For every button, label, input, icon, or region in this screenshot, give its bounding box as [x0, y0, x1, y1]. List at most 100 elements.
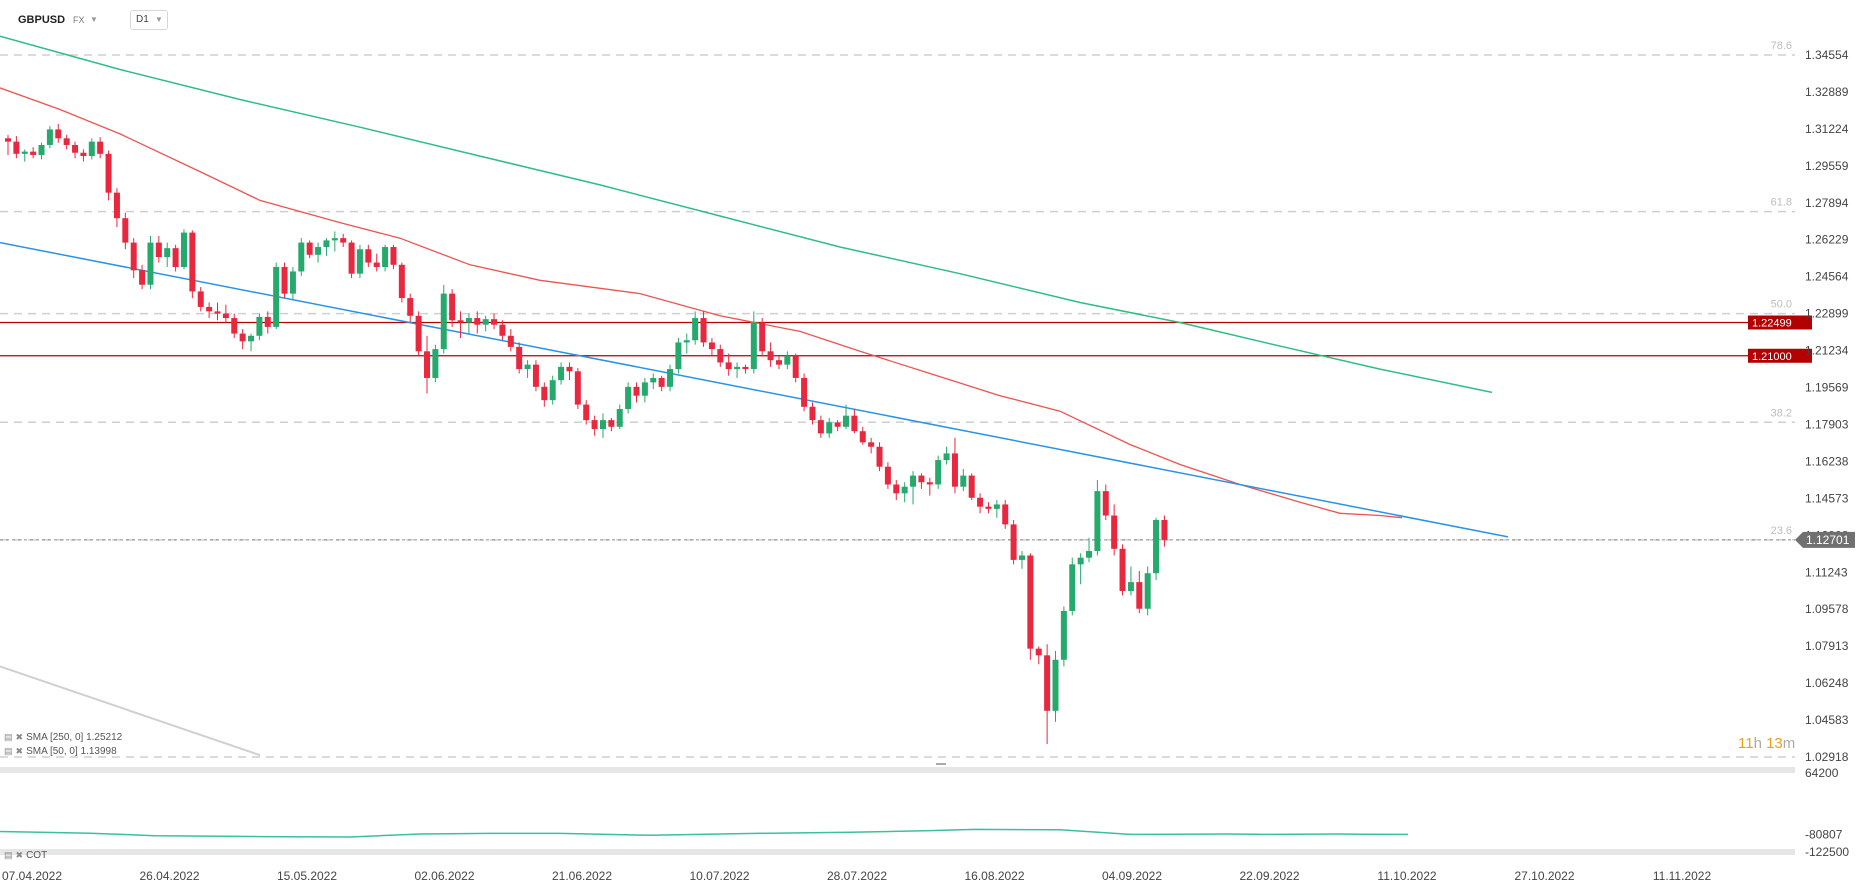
- candle-body: [1086, 551, 1093, 558]
- candle-body: [306, 242, 313, 255]
- symbol-label[interactable]: GBPUSD: [18, 14, 66, 26]
- candle-body: [658, 377, 665, 387]
- candle-body: [424, 351, 430, 378]
- chart-toolbar: GBPUSD FX ▼ D1 ▼: [0, 0, 1866, 30]
- candle-body: [147, 242, 154, 285]
- indicator-sma50[interactable]: ▤ ✖ SMA [50, 0] 1.13998: [4, 746, 117, 757]
- candle-body: [273, 267, 280, 327]
- candle-body: [30, 151, 37, 155]
- date-tick-label: 10.07.2022: [689, 869, 749, 883]
- candle-body: [256, 316, 263, 336]
- candle-body: [55, 129, 62, 139]
- candle-body: [130, 242, 137, 271]
- candle-body: [532, 364, 539, 387]
- price-tick-label: 1.31224: [1805, 122, 1849, 136]
- candle-body: [1069, 564, 1076, 611]
- sma50-line: [0, 87, 1403, 519]
- candle-body: [599, 420, 606, 429]
- market-label: FX: [73, 15, 85, 25]
- candle-body: [105, 153, 112, 193]
- candle-body: [189, 232, 196, 292]
- candle-body: [13, 141, 20, 154]
- candle-body: [482, 319, 489, 325]
- countdown-hours: 11: [1738, 735, 1754, 752]
- indicator-cot[interactable]: ▤ ✖ COT: [4, 850, 47, 861]
- price-tick-label: 1.16238: [1805, 454, 1849, 468]
- price-tick-label: 1.24564: [1805, 270, 1849, 284]
- indicator-settings-icon[interactable]: ▤: [4, 850, 13, 860]
- candle-body: [172, 248, 179, 268]
- candle-body: [859, 431, 866, 443]
- support-trendline: [0, 665, 261, 757]
- candle-body: [767, 351, 774, 361]
- symbol-dropdown-icon[interactable]: ▼: [90, 15, 98, 24]
- candle-body: [675, 342, 682, 370]
- candle-body: [918, 475, 925, 483]
- candle-body: [5, 138, 11, 142]
- candle-body: [725, 362, 732, 370]
- candle-body: [1127, 582, 1134, 591]
- candle-body: [1136, 582, 1143, 609]
- price-tick-label: 1.07913: [1805, 639, 1849, 653]
- candle-body: [1044, 655, 1051, 711]
- price-tick-label: 1.06248: [1805, 676, 1849, 690]
- candle-body: [667, 369, 674, 387]
- candle-body: [331, 238, 338, 241]
- candle-body: [507, 335, 514, 347]
- current-price-badge: [1795, 531, 1855, 548]
- candle-body: [222, 313, 229, 319]
- candle-body: [985, 506, 992, 509]
- date-tick-label: 07.04.2022: [2, 869, 62, 883]
- candle-body: [231, 318, 238, 334]
- candle-body: [583, 404, 590, 421]
- candle-body: [901, 486, 908, 494]
- indicator-remove-icon[interactable]: ✖: [15, 850, 24, 860]
- date-tick-label: 28.07.2022: [827, 869, 887, 883]
- date-tick-label: 04.09.2022: [1102, 869, 1162, 883]
- candle-body: [248, 335, 255, 342]
- candle-body: [574, 371, 581, 405]
- fib-level-label: 23.6: [1771, 525, 1792, 537]
- candle-body: [750, 322, 757, 370]
- price-tick-label: 1.26229: [1805, 233, 1849, 247]
- indicator-remove-icon[interactable]: ✖: [15, 746, 24, 756]
- cot-tick-label: 64200: [1805, 766, 1839, 780]
- current-price-label: 1.12701: [1806, 533, 1850, 547]
- candle-body: [876, 446, 883, 467]
- candle-body: [1161, 519, 1168, 540]
- candle-body: [80, 152, 87, 157]
- indicator-settings-icon[interactable]: ▤: [4, 746, 13, 756]
- candle-body: [742, 366, 749, 370]
- candle-body: [834, 422, 841, 427]
- candle-body: [1144, 573, 1151, 609]
- timeframe-select[interactable]: D1 ▼: [130, 10, 168, 30]
- candle-body: [977, 497, 984, 507]
- candle-body: [214, 311, 221, 314]
- candle-body: [72, 144, 79, 153]
- countdown-minutes: 13: [1766, 735, 1783, 752]
- candle-body: [1153, 519, 1160, 574]
- indicator-remove-icon[interactable]: ✖: [15, 732, 24, 742]
- candle-body: [180, 232, 187, 268]
- candle-body: [993, 504, 1000, 509]
- indicator-sma250[interactable]: ▤ ✖ SMA [250, 0] 1.25212: [4, 732, 122, 743]
- chevron-down-icon: ▼: [155, 15, 163, 24]
- candle-body: [499, 324, 506, 336]
- candle-body: [817, 420, 824, 434]
- candle-body: [960, 475, 967, 487]
- indicator-settings-icon[interactable]: ▤: [4, 732, 13, 742]
- candle-body: [474, 318, 481, 325]
- candle-body: [46, 129, 53, 145]
- candle-body: [893, 484, 900, 494]
- candle-body: [407, 298, 414, 316]
- candle-body: [1035, 648, 1042, 656]
- candle-body: [1018, 555, 1025, 560]
- candle-body: [382, 247, 389, 268]
- candle-body: [38, 144, 45, 155]
- candle-body: [155, 242, 162, 258]
- candle-body: [356, 249, 363, 274]
- candle-body: [608, 420, 615, 427]
- timeframe-value: D1: [136, 14, 149, 25]
- candle-body: [784, 355, 791, 365]
